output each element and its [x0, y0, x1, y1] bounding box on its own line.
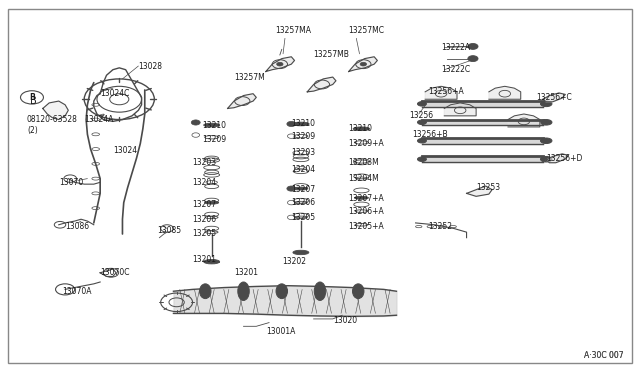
Text: 13222A: 13222A — [441, 43, 470, 52]
Text: 13204: 13204 — [193, 178, 217, 187]
Text: 13207: 13207 — [291, 185, 316, 194]
Polygon shape — [508, 114, 540, 127]
Text: 13209: 13209 — [291, 132, 316, 141]
Text: 13085: 13085 — [157, 226, 182, 235]
Text: 13206: 13206 — [193, 215, 217, 224]
Text: 13257MC: 13257MC — [349, 26, 385, 35]
Text: 13203: 13203 — [291, 148, 316, 157]
Text: 13205+A: 13205+A — [349, 222, 385, 231]
Text: 13222C: 13222C — [441, 65, 470, 74]
Text: 13204: 13204 — [291, 165, 316, 174]
Circle shape — [468, 56, 478, 62]
Polygon shape — [546, 154, 568, 163]
Text: 13253: 13253 — [476, 183, 500, 192]
Circle shape — [287, 186, 296, 191]
Text: 13256+A: 13256+A — [428, 87, 464, 96]
Text: 13070: 13070 — [59, 178, 83, 187]
Text: 13256+B: 13256+B — [412, 130, 448, 139]
Text: 13001A: 13001A — [266, 327, 295, 336]
Ellipse shape — [204, 260, 220, 264]
Text: 13204M: 13204M — [349, 174, 380, 183]
Ellipse shape — [238, 282, 249, 301]
Ellipse shape — [355, 196, 369, 199]
Text: 13070A: 13070A — [62, 287, 92, 296]
Text: 08120-63528
(2): 08120-63528 (2) — [27, 115, 77, 135]
Ellipse shape — [417, 120, 426, 125]
Text: 13206: 13206 — [291, 198, 316, 207]
Text: 13209: 13209 — [202, 135, 226, 144]
Ellipse shape — [417, 102, 426, 106]
Ellipse shape — [353, 127, 370, 131]
Text: 13206+A: 13206+A — [349, 207, 385, 217]
Text: B: B — [29, 93, 35, 102]
Text: 13024A: 13024A — [84, 115, 114, 124]
Text: 13256: 13256 — [409, 111, 433, 121]
Ellipse shape — [540, 157, 552, 162]
Ellipse shape — [292, 122, 309, 126]
Text: 13028: 13028 — [138, 61, 163, 71]
Ellipse shape — [417, 138, 426, 143]
Circle shape — [360, 62, 367, 66]
Text: 13202: 13202 — [282, 257, 306, 266]
Polygon shape — [307, 77, 336, 92]
Text: 13252: 13252 — [428, 222, 452, 231]
Text: 13210: 13210 — [291, 119, 316, 128]
Circle shape — [276, 62, 283, 66]
Text: 13257MA: 13257MA — [275, 26, 312, 35]
Polygon shape — [228, 94, 256, 109]
Ellipse shape — [540, 119, 552, 125]
Ellipse shape — [540, 138, 552, 144]
Ellipse shape — [314, 282, 326, 301]
Ellipse shape — [276, 284, 287, 299]
Text: 13205: 13205 — [193, 230, 217, 238]
Text: A·30C 007: A·30C 007 — [584, 351, 624, 360]
Ellipse shape — [200, 284, 211, 299]
Polygon shape — [543, 93, 565, 102]
Circle shape — [468, 44, 478, 49]
Ellipse shape — [540, 101, 552, 107]
Text: 13024C: 13024C — [100, 89, 129, 98]
Text: 13070C: 13070C — [100, 268, 130, 277]
Text: 13086: 13086 — [65, 222, 89, 231]
Circle shape — [191, 120, 200, 125]
Circle shape — [287, 121, 296, 126]
Text: 13203M: 13203M — [349, 157, 380, 167]
Text: 13257MB: 13257MB — [314, 51, 349, 60]
Polygon shape — [349, 57, 378, 71]
FancyBboxPatch shape — [8, 9, 632, 363]
Text: 13203: 13203 — [193, 157, 217, 167]
Ellipse shape — [293, 250, 309, 255]
Ellipse shape — [294, 187, 308, 190]
Ellipse shape — [204, 123, 220, 127]
Polygon shape — [444, 103, 476, 116]
Text: 13201: 13201 — [234, 268, 258, 277]
Text: 13205: 13205 — [291, 213, 316, 222]
Text: 13256+D: 13256+D — [546, 154, 582, 163]
Text: 13209+A: 13209+A — [349, 139, 385, 148]
Text: 13207: 13207 — [193, 200, 217, 209]
Text: 13020: 13020 — [333, 316, 357, 325]
Text: 13210: 13210 — [202, 121, 226, 129]
Polygon shape — [425, 86, 457, 99]
Polygon shape — [489, 86, 521, 99]
Text: 13256+C: 13256+C — [537, 93, 572, 102]
Text: 13024: 13024 — [113, 147, 137, 155]
Ellipse shape — [353, 284, 364, 299]
Text: 13207+A: 13207+A — [349, 195, 385, 203]
Text: B: B — [30, 96, 37, 106]
Text: 13257M: 13257M — [234, 73, 265, 81]
Ellipse shape — [417, 157, 426, 161]
Text: 13210: 13210 — [349, 124, 372, 133]
Polygon shape — [467, 186, 492, 196]
Text: A·30C 007: A·30C 007 — [584, 351, 624, 360]
Polygon shape — [43, 101, 68, 119]
Text: 13201: 13201 — [193, 255, 216, 264]
Ellipse shape — [205, 201, 219, 204]
Polygon shape — [266, 57, 294, 71]
